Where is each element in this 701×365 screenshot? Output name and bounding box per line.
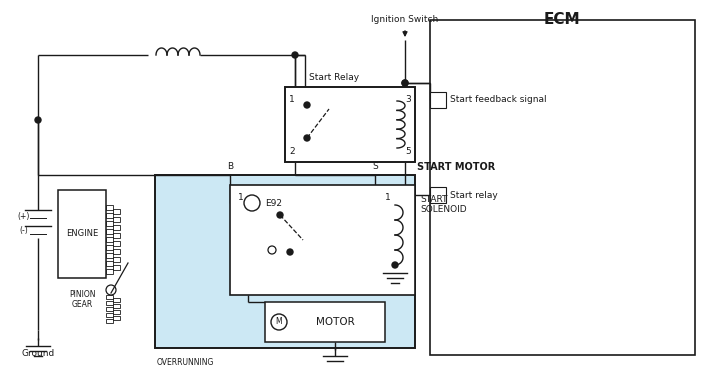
Bar (106, 319, 113, 323)
Text: 3: 3 (405, 95, 411, 104)
Bar (430, 92, 446, 108)
Circle shape (277, 212, 283, 218)
Text: START MOTOR: START MOTOR (417, 162, 495, 172)
Bar (113, 316, 120, 320)
Bar (106, 253, 113, 258)
Circle shape (304, 135, 310, 141)
Bar (113, 241, 120, 246)
Bar (113, 257, 120, 262)
Bar (113, 233, 120, 238)
Text: Start Relay: Start Relay (309, 73, 360, 82)
Text: 5: 5 (405, 147, 411, 156)
Text: S: S (372, 162, 378, 171)
Bar (113, 217, 120, 222)
Circle shape (292, 52, 298, 58)
Bar (106, 269, 113, 274)
Bar (113, 249, 120, 254)
Text: START
SOLENOID: START SOLENOID (420, 195, 467, 214)
Bar (106, 307, 113, 311)
Bar (113, 225, 120, 230)
Bar (113, 310, 120, 314)
Text: (-): (-) (20, 226, 28, 234)
Text: Ground: Ground (21, 349, 55, 358)
Text: 2: 2 (289, 147, 294, 156)
Circle shape (402, 80, 408, 86)
Circle shape (304, 102, 310, 108)
Text: 1: 1 (385, 193, 390, 202)
Circle shape (287, 249, 293, 255)
Bar (58, 190, 106, 278)
Bar (106, 261, 113, 266)
Bar (106, 237, 113, 242)
Bar (430, 187, 446, 203)
Text: B: B (227, 162, 233, 171)
Text: E92: E92 (265, 199, 282, 207)
Bar (106, 313, 113, 317)
Bar (285, 87, 415, 162)
Text: MOTOR: MOTOR (315, 317, 355, 327)
Bar (113, 304, 120, 308)
Bar (113, 265, 120, 270)
Text: 1: 1 (238, 193, 244, 202)
Text: Start feedback signal: Start feedback signal (450, 96, 547, 104)
Text: OVERRUNNING
CLUTCH: OVERRUNNING CLUTCH (156, 358, 214, 365)
Text: Start relay: Start relay (450, 191, 498, 200)
Text: M: M (275, 318, 283, 327)
Bar (106, 245, 113, 250)
Bar (106, 213, 113, 218)
Text: ENGINE: ENGINE (66, 230, 98, 238)
Text: PINION
GEAR: PINION GEAR (69, 290, 95, 310)
Bar (106, 221, 113, 226)
Text: ECM: ECM (544, 12, 580, 27)
Text: Ignition Switch: Ignition Switch (372, 15, 439, 24)
Circle shape (35, 117, 41, 123)
Text: (+): (+) (18, 211, 30, 220)
Bar (106, 301, 113, 305)
Bar (113, 298, 120, 302)
Bar (106, 205, 113, 210)
Circle shape (392, 262, 398, 268)
Circle shape (402, 80, 408, 86)
Bar (155, 175, 415, 348)
Bar (106, 229, 113, 234)
Bar (430, 20, 695, 355)
Text: 1: 1 (289, 95, 294, 104)
Bar (106, 295, 113, 299)
Bar (265, 302, 385, 342)
Bar (230, 185, 415, 295)
Bar (113, 209, 120, 214)
